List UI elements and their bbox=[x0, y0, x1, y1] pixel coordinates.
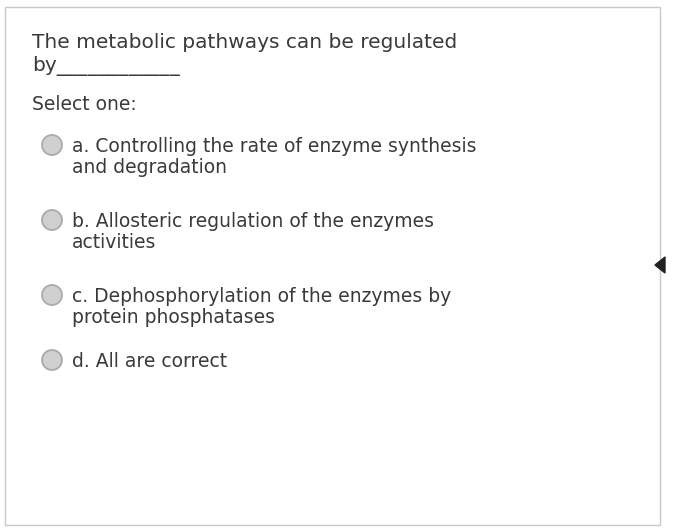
Text: Select one:: Select one: bbox=[32, 95, 137, 114]
Text: b. Allosteric regulation of the enzymes: b. Allosteric regulation of the enzymes bbox=[72, 212, 434, 231]
Circle shape bbox=[42, 135, 62, 155]
Text: a. Controlling the rate of enzyme synthesis: a. Controlling the rate of enzyme synthe… bbox=[72, 137, 476, 156]
Text: protein phosphatases: protein phosphatases bbox=[72, 308, 275, 327]
Polygon shape bbox=[655, 257, 665, 273]
Text: and degradation: and degradation bbox=[72, 158, 227, 177]
Text: by____________: by____________ bbox=[32, 56, 180, 76]
Circle shape bbox=[42, 350, 62, 370]
Text: d. All are correct: d. All are correct bbox=[72, 352, 227, 371]
Text: activities: activities bbox=[72, 233, 156, 252]
Text: The metabolic pathways can be regulated: The metabolic pathways can be regulated bbox=[32, 33, 457, 52]
FancyBboxPatch shape bbox=[5, 7, 660, 525]
Text: c. Dephosphorylation of the enzymes by: c. Dephosphorylation of the enzymes by bbox=[72, 287, 452, 306]
Circle shape bbox=[42, 210, 62, 230]
Circle shape bbox=[42, 285, 62, 305]
